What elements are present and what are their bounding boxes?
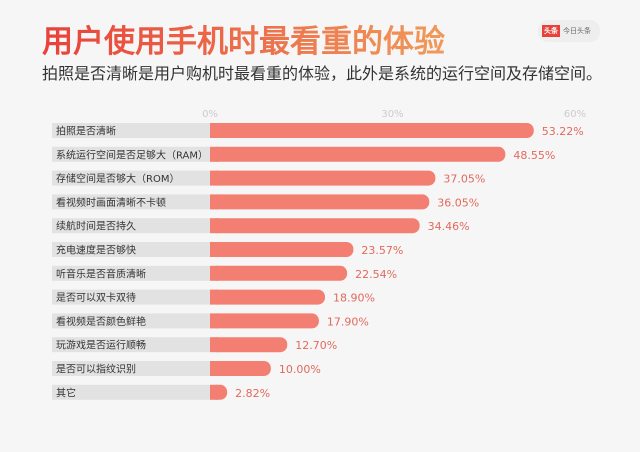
bar bbox=[210, 242, 354, 257]
label-background bbox=[52, 337, 210, 353]
bar-base bbox=[210, 123, 218, 138]
toutiao-logo: 头条 今日头条 bbox=[538, 20, 600, 42]
label-background bbox=[52, 218, 210, 234]
category-label: 存储空间是否够大（ROM） bbox=[56, 172, 179, 185]
value-label: 17.90% bbox=[327, 315, 369, 328]
value-label: 2.82% bbox=[235, 387, 270, 400]
label-background bbox=[52, 289, 210, 305]
value-label: 22.54% bbox=[355, 268, 397, 281]
label-background bbox=[52, 146, 210, 162]
category-label: 是否可以指纹识别 bbox=[56, 363, 136, 376]
value-label: 53.22% bbox=[542, 125, 584, 138]
bar-base bbox=[210, 361, 218, 376]
bar bbox=[210, 218, 420, 234]
category-label: 是否可以双卡双待 bbox=[56, 291, 136, 304]
bar bbox=[210, 337, 288, 353]
bar-base bbox=[210, 289, 218, 305]
label-background bbox=[52, 313, 210, 329]
tick-label: 30% bbox=[381, 109, 403, 120]
logo-badge: 头条 bbox=[542, 25, 560, 37]
tick-label: 60% bbox=[564, 109, 586, 120]
bar-base bbox=[210, 218, 218, 234]
category-label: 系统运行空间是否足够大（RAM） bbox=[56, 148, 208, 161]
label-background bbox=[52, 123, 210, 138]
category-label: 玩游戏是否运行顺畅 bbox=[56, 339, 146, 352]
category-label: 拍照是否清晰 bbox=[56, 125, 116, 138]
page-title: 用户使用手机时最看重的体验 bbox=[42, 16, 445, 61]
bar-base bbox=[210, 337, 218, 353]
category-label: 续航时间是否持久 bbox=[56, 220, 136, 233]
value-label: 10.00% bbox=[279, 363, 321, 376]
bar-base bbox=[210, 146, 218, 162]
value-label: 18.90% bbox=[333, 292, 375, 305]
value-label: 36.05% bbox=[437, 196, 479, 209]
bar bbox=[210, 361, 271, 376]
bar-base bbox=[210, 384, 218, 400]
label-background bbox=[52, 265, 210, 281]
bar-base bbox=[210, 194, 218, 210]
bar-base bbox=[210, 242, 218, 257]
bar-base bbox=[210, 313, 218, 329]
category-label: 其它 bbox=[56, 386, 76, 399]
page-subtitle: 拍照是否清晰是用户购机时最看重的体验，此外是系统的运行空间及存储空间。 bbox=[42, 64, 603, 83]
category-label: 看视频是否颜色鲜艳 bbox=[56, 315, 146, 328]
tick-label: 0% bbox=[202, 109, 218, 120]
label-background bbox=[52, 194, 210, 210]
value-label: 34.46% bbox=[428, 220, 470, 233]
label-background bbox=[52, 384, 210, 400]
bar bbox=[210, 289, 325, 305]
category-label: 听音乐是否音质清晰 bbox=[56, 267, 146, 280]
logo-name: 今日头条 bbox=[563, 27, 591, 35]
value-label: 23.57% bbox=[361, 244, 403, 257]
label-background bbox=[52, 170, 210, 186]
value-label: 48.55% bbox=[513, 149, 555, 162]
value-label: 12.70% bbox=[295, 339, 337, 352]
bar bbox=[210, 123, 534, 138]
label-background bbox=[52, 361, 210, 376]
bar-base bbox=[210, 265, 218, 281]
bar bbox=[210, 146, 506, 162]
bar bbox=[210, 265, 348, 281]
bar-base bbox=[210, 170, 218, 186]
category-label: 看视频时画面清晰不卡顿 bbox=[56, 196, 166, 209]
category-label: 充电速度是否够快 bbox=[56, 244, 136, 257]
bar bbox=[210, 194, 430, 210]
bar bbox=[210, 313, 319, 329]
label-background bbox=[52, 242, 210, 257]
value-label: 37.05% bbox=[443, 173, 485, 186]
bar bbox=[210, 170, 436, 186]
